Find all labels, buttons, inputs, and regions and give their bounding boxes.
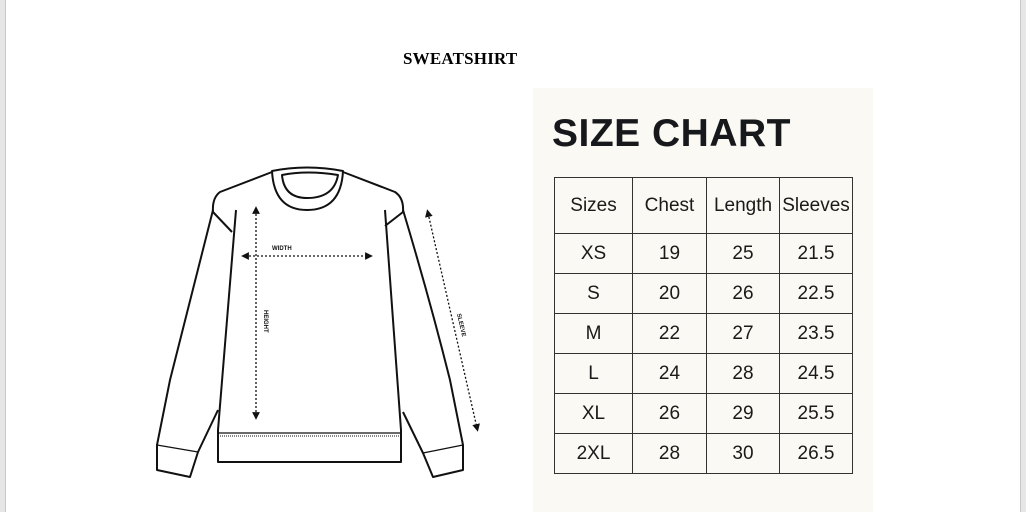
cell-length: 25	[706, 233, 780, 274]
cell-chest: 24	[632, 353, 707, 394]
sweatshirt-outline	[156, 166, 464, 478]
size-chart-title: SIZE CHART	[552, 112, 791, 155]
cell-sleeves: 26.5	[779, 433, 853, 474]
cell-chest: 20	[632, 273, 707, 314]
header-length: Length	[706, 177, 780, 234]
cell-length: 29	[706, 393, 780, 434]
height-label: HEIGHT	[262, 310, 268, 333]
table-header-row: Sizes Chest Length Sleeves	[554, 177, 853, 234]
header-chest: Chest	[632, 177, 707, 234]
cell-size: XL	[554, 393, 633, 434]
table-row: XL 26 29 25.5	[554, 393, 853, 434]
cell-sleeves: 21.5	[779, 233, 853, 274]
page-edge-left	[0, 0, 6, 512]
cell-chest: 22	[632, 313, 707, 354]
table-row: XS 19 25 21.5	[554, 233, 853, 274]
cell-sleeves: 25.5	[779, 393, 853, 434]
table-row: S 20 26 22.5	[554, 273, 853, 314]
width-label: WIDTH	[272, 246, 292, 252]
cell-size: 2XL	[554, 433, 633, 474]
document-title: SWEATSHIRT	[403, 49, 518, 68]
size-chart-panel: SIZE CHART Sizes Chest Length Sleeves XS…	[533, 88, 873, 512]
header-sleeves: Sleeves	[779, 177, 853, 234]
header-sizes: Sizes	[554, 177, 633, 234]
cell-size: M	[554, 313, 633, 354]
cell-sleeves: 23.5	[779, 313, 853, 354]
cell-length: 30	[706, 433, 780, 474]
cell-length: 27	[706, 313, 780, 354]
cell-size: S	[554, 273, 633, 314]
page-edge-right	[1020, 0, 1026, 512]
table-row: L 24 28 24.5	[554, 353, 853, 394]
cell-chest: 19	[632, 233, 707, 274]
table-row: M 22 27 23.5	[554, 313, 853, 354]
cell-sleeves: 24.5	[779, 353, 853, 394]
cell-chest: 28	[632, 433, 707, 474]
cell-sleeves: 22.5	[779, 273, 853, 314]
sleeve-label: SLEEVE	[455, 313, 466, 337]
table-row: 2XL 28 30 26.5	[554, 433, 853, 474]
cell-size: L	[554, 353, 633, 394]
sleeve-arrow	[425, 209, 480, 432]
size-chart-table: Sizes Chest Length Sleeves XS 19 25 21.5…	[554, 177, 853, 474]
cell-length: 28	[706, 353, 780, 394]
cell-size: XS	[554, 233, 633, 274]
cell-length: 26	[706, 273, 780, 314]
cell-chest: 26	[632, 393, 707, 434]
